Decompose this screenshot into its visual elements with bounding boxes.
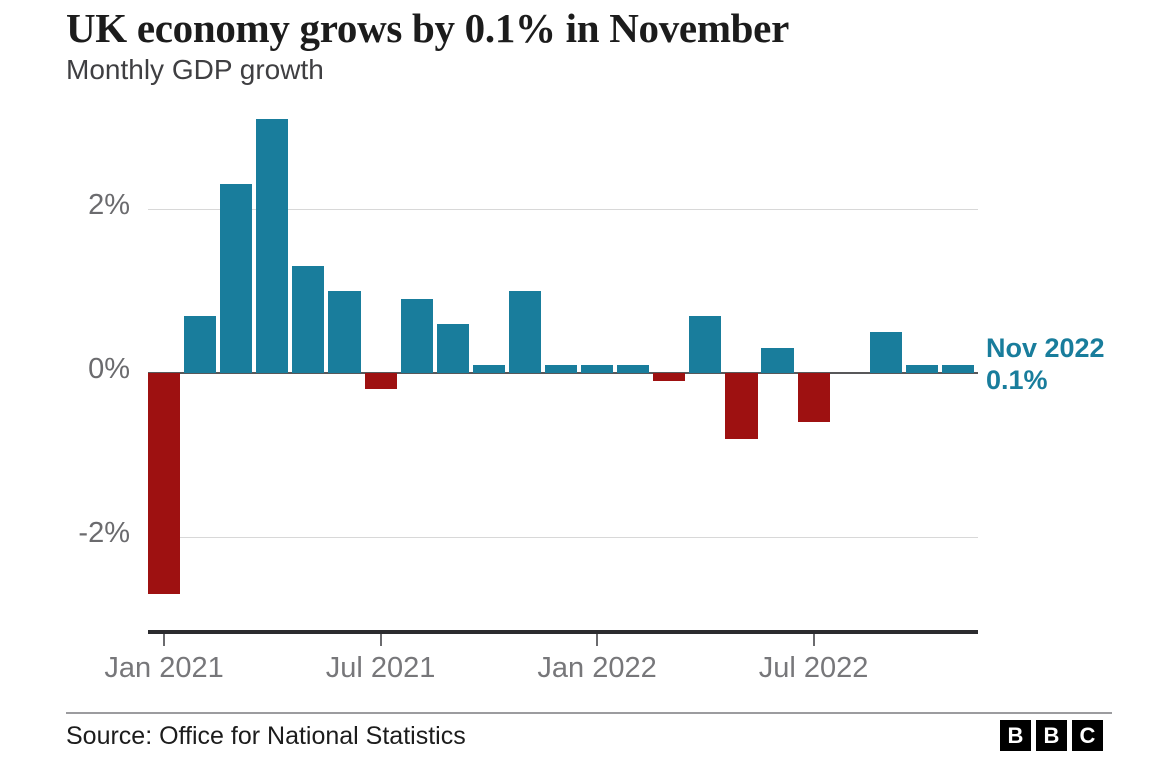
annotation-value: 0.1% <box>986 365 1048 395</box>
chart-bar <box>364 373 397 390</box>
bars-group <box>148 100 978 630</box>
y-axis-tick-label: 2% <box>88 189 130 221</box>
chart-bar <box>905 364 938 373</box>
x-axis-tick-mark <box>379 634 382 646</box>
source-credit: Source: Office for National Statistics <box>66 722 466 750</box>
chart-bar <box>292 266 325 373</box>
page-title: UK economy grows by 0.1% in November <box>66 5 789 51</box>
annotation-callout: Nov 2022 0.1% <box>986 332 1105 396</box>
bbc-logo-letter: B <box>1036 720 1067 751</box>
chart-bar <box>617 364 650 373</box>
x-axis-tick-label: Jan 2022 <box>537 652 657 684</box>
chart-bar <box>508 291 541 373</box>
footer-divider <box>66 712 1112 714</box>
chart-bar <box>400 299 433 373</box>
chart-bar <box>797 373 830 423</box>
gridline <box>148 209 978 210</box>
chart-bar <box>725 373 758 439</box>
annotation-date: Nov 2022 <box>986 333 1105 363</box>
plot-area <box>148 100 978 630</box>
bbc-logo-letter: B <box>1000 720 1031 751</box>
x-axis-tick-label: Jul 2022 <box>758 652 869 684</box>
chart-bar <box>761 348 794 373</box>
x-axis-tick-mark <box>163 634 166 646</box>
zero-axis-line <box>148 372 978 374</box>
gridline <box>148 537 978 538</box>
chart-bar <box>256 118 289 373</box>
chart-bar <box>184 315 217 373</box>
chart-canvas: 2% 0% -2% Jan 2021 Jul 2021 Jan 2022 Jul 2022… <box>78 100 1105 684</box>
chart-bar <box>472 364 505 373</box>
x-axis-rule <box>148 630 978 634</box>
chart-bar <box>581 364 614 373</box>
y-axis-tick-label: -2% <box>78 517 130 549</box>
page-subtitle: Monthly GDP growth <box>66 54 324 85</box>
x-axis-tick-mark <box>812 634 815 646</box>
bbc-logo-letter: C <box>1072 720 1103 751</box>
x-axis-tick-label: Jul 2021 <box>325 652 436 684</box>
y-axis-tick-label: 0% <box>88 353 130 385</box>
chart-bar <box>869 332 902 373</box>
chart-bar <box>328 291 361 373</box>
chart-bar <box>544 364 578 373</box>
chart-bar <box>148 373 181 595</box>
chart-bar <box>689 315 722 373</box>
chart-bar <box>941 364 975 373</box>
bbc-logo: B B C <box>1000 720 1103 751</box>
chart-bar <box>436 323 469 373</box>
x-axis-tick-mark <box>596 634 599 646</box>
x-axis-tick-label: Jan 2021 <box>104 652 224 684</box>
chart-bar <box>220 184 253 373</box>
chart-bar <box>653 373 686 382</box>
